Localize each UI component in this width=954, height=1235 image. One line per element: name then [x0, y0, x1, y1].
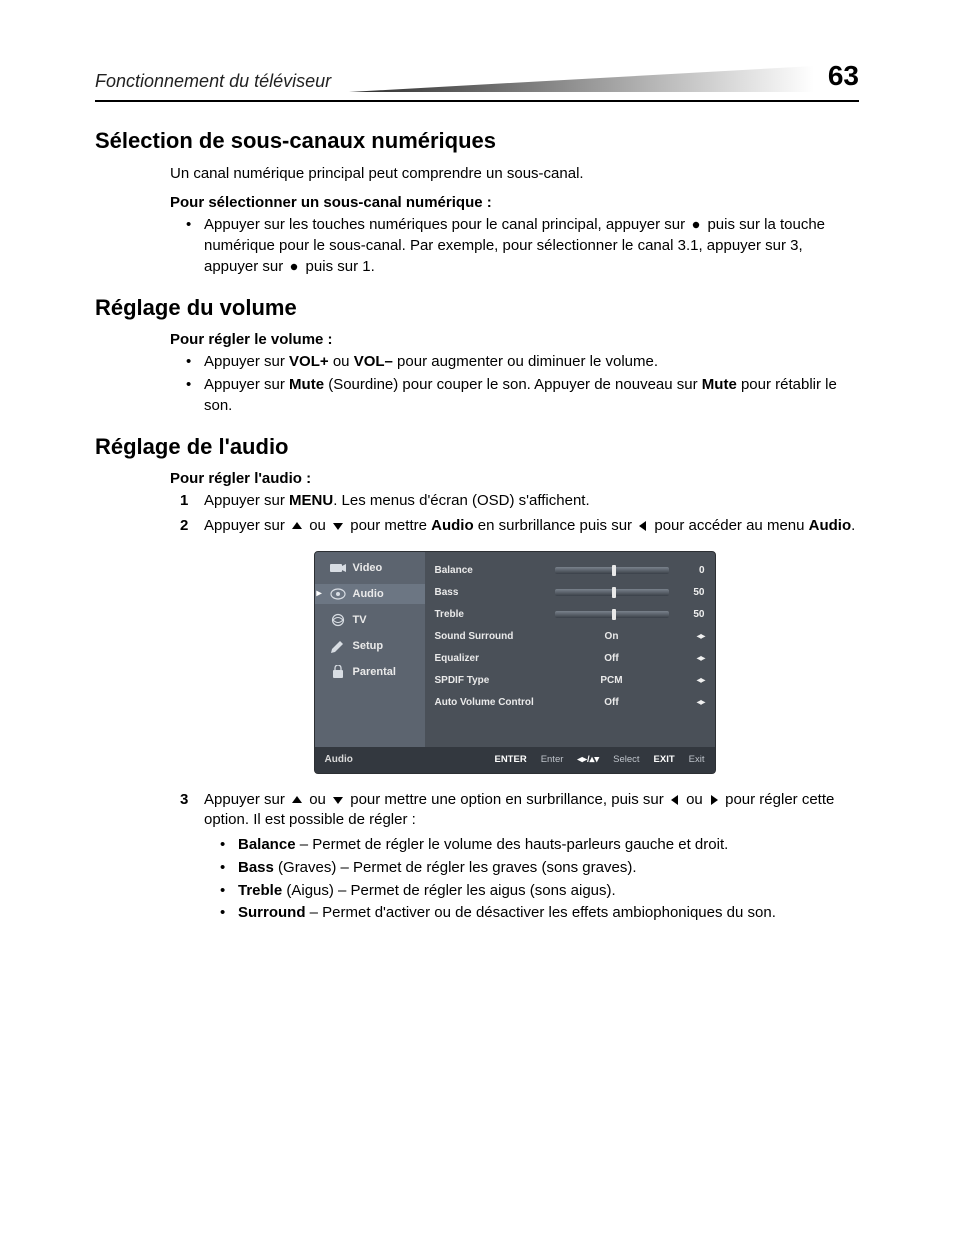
opt-bass: Bass (Graves) – Permet de régler les gra…: [204, 858, 859, 879]
osd-row-spdif: SPDIF Type PCM ◂▸: [435, 670, 705, 692]
osd-main: Balance 0 Bass 50 Treble 50: [425, 552, 715, 747]
osd-sidebar: Video Audio TV Setup: [315, 552, 425, 747]
osd-row-surround: Sound Surround On ◂▸: [435, 626, 705, 648]
opt-surround: Surround – Permet d'activer ou de désact…: [204, 903, 859, 924]
osd-side-audio: Audio: [315, 584, 425, 604]
left-icon: [638, 520, 648, 532]
left-icon: [670, 794, 680, 806]
video-icon: [329, 561, 347, 575]
h-subchannels: Sélection de sous-canaux numériques: [95, 128, 859, 154]
audio-step-3: Appuyer sur ou pour mettre une option en…: [170, 790, 859, 924]
header-rule: [95, 100, 859, 102]
up-icon: [291, 795, 303, 805]
osd-footer: Audio ENTER Enter ◂▸/▴▾ Select EXIT Exit: [315, 747, 715, 773]
osd-row-avc: Auto Volume Control Off ◂▸: [435, 692, 705, 714]
osd-row-equalizer: Equalizer Off ◂▸: [435, 648, 705, 670]
down-icon: [332, 795, 344, 805]
right-icon: [709, 794, 719, 806]
opt-balance: Balance – Permet de régler le volume des…: [204, 835, 859, 856]
audio-howto-label: Pour régler l'audio :: [170, 470, 859, 487]
setup-icon: [329, 639, 347, 653]
audio-step-1: Appuyer sur MENU. Les menus d'écran (OSD…: [170, 491, 859, 512]
up-icon: [291, 521, 303, 531]
subchannels-bullet: Appuyer sur les touches numériques pour …: [170, 215, 859, 277]
osd-side-parental: Parental: [315, 662, 425, 682]
parental-icon: [329, 665, 347, 679]
volume-bullet-1: Appuyer sur VOL+ ou VOL– pour augmenter …: [170, 352, 859, 373]
h-audio: Réglage de l'audio: [95, 434, 859, 460]
osd-side-setup: Setup: [315, 636, 425, 656]
dot-icon: [289, 262, 299, 272]
subchannels-intro: Un canal numérique principal peut compre…: [170, 164, 859, 184]
opt-treble: Treble (Aigus) – Permet de régler les ai…: [204, 881, 859, 902]
tv-icon: [329, 613, 347, 627]
osd-side-tv: TV: [315, 610, 425, 630]
subchannels-howto-label: Pour sélectionner un sous-canal numériqu…: [170, 194, 859, 211]
osd-row-balance: Balance 0: [435, 560, 705, 582]
osd-side-video: Video: [315, 558, 425, 578]
h-volume: Réglage du volume: [95, 295, 859, 321]
down-icon: [332, 521, 344, 531]
dot-icon: [691, 220, 701, 230]
audio-icon: [329, 587, 347, 601]
volume-bullet-2: Appuyer sur Mute (Sourdine) pour couper …: [170, 375, 859, 416]
page-number: 63: [828, 60, 859, 92]
header-wedge: [349, 66, 814, 92]
audio-step-2: Appuyer sur ou pour mettre Audio en surb…: [170, 516, 859, 537]
chapter-title: Fonctionnement du téléviseur: [95, 71, 341, 92]
osd-row-bass: Bass 50: [435, 582, 705, 604]
osd-screenshot: Video Audio TV Setup: [314, 551, 716, 774]
volume-howto-label: Pour régler le volume :: [170, 331, 859, 348]
osd-row-treble: Treble 50: [435, 604, 705, 626]
page-header: Fonctionnement du téléviseur 63: [95, 60, 859, 92]
